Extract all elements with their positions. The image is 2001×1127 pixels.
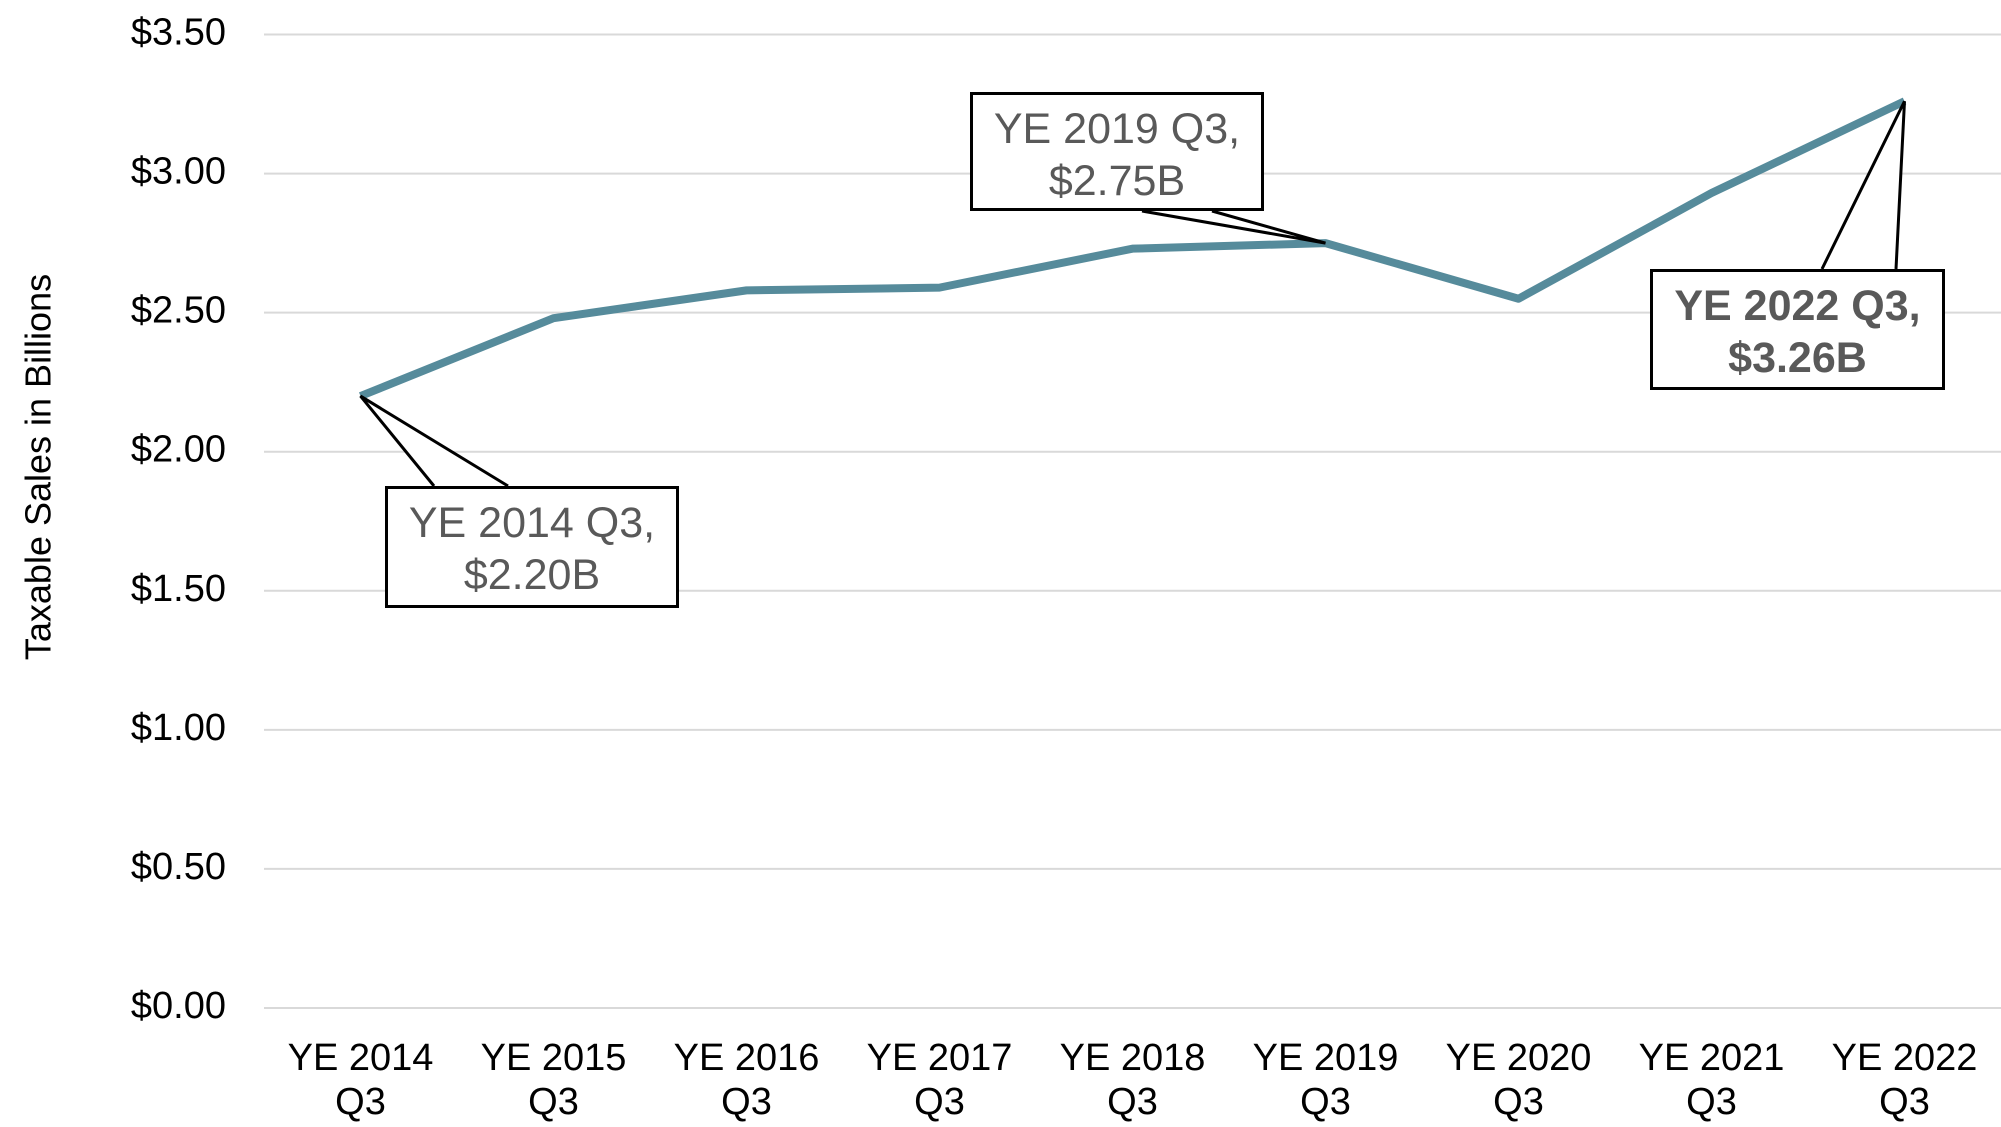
x-tick-label: YE 2020 Q3: [1445, 1037, 1592, 1123]
annotation: YE 2019 Q3, $2.75B: [970, 92, 1264, 211]
annotation: YE 2022 Q3, $3.26B: [1650, 269, 1945, 390]
x-tick-label: YE 2015 Q3: [480, 1037, 627, 1123]
y-tick-label: $0.50: [131, 846, 226, 888]
callout-pointer: [1820, 100, 1906, 270]
x-tick-label: YE 2018 Q3: [1059, 1037, 1206, 1123]
callout-pointer: [1141, 209, 1326, 245]
y-tick-label: $0.00: [131, 985, 226, 1027]
x-tick-label: YE 2021 Q3: [1638, 1037, 1785, 1123]
callout-pointer: [359, 394, 509, 488]
y-tick-label: $3.00: [131, 151, 226, 193]
data-line: [359, 97, 1907, 400]
y-tick-label: $3.50: [131, 12, 226, 54]
y-axis-title: Taxable Sales in Billions: [18, 274, 59, 660]
x-tick-label: YE 2014 Q3: [287, 1037, 434, 1123]
x-tick-label: YE 2017 Q3: [866, 1037, 1013, 1123]
y-tick-label: $2.50: [131, 290, 226, 332]
x-tick-label: YE 2019 Q3: [1252, 1037, 1399, 1123]
x-tick-label: YE 2022 Q3: [1831, 1037, 1978, 1123]
y-tick-label: $1.50: [131, 568, 226, 610]
annotation: YE 2014 Q3, $2.20B: [385, 486, 679, 608]
y-tick-label: $1.00: [131, 707, 226, 749]
y-tick-label: $2.00: [131, 429, 226, 471]
x-tick-label: YE 2016 Q3: [673, 1037, 820, 1123]
